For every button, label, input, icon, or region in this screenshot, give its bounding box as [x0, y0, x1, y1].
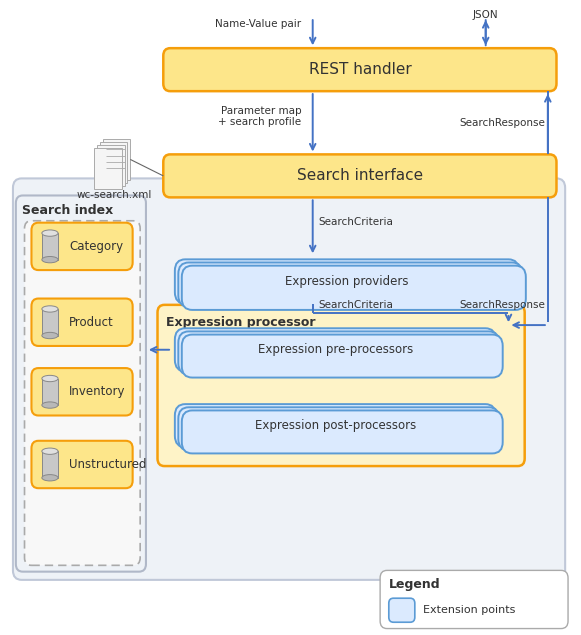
FancyBboxPatch shape — [42, 378, 58, 405]
FancyBboxPatch shape — [16, 196, 146, 572]
Text: Expression providers: Expression providers — [285, 275, 408, 288]
FancyBboxPatch shape — [31, 368, 132, 415]
Text: Expression processor: Expression processor — [166, 316, 315, 329]
FancyBboxPatch shape — [97, 145, 124, 186]
FancyBboxPatch shape — [163, 154, 557, 197]
FancyBboxPatch shape — [42, 233, 58, 260]
FancyBboxPatch shape — [163, 48, 557, 91]
Text: REST handler: REST handler — [309, 62, 411, 77]
Text: Name-Value pair: Name-Value pair — [215, 18, 301, 29]
Ellipse shape — [42, 375, 58, 382]
FancyBboxPatch shape — [182, 410, 503, 453]
Text: Parameter map
+ search profile: Parameter map + search profile — [218, 105, 301, 127]
FancyBboxPatch shape — [389, 598, 415, 622]
Text: SearchResponse: SearchResponse — [459, 117, 545, 128]
Ellipse shape — [42, 230, 58, 236]
FancyBboxPatch shape — [31, 298, 132, 346]
FancyBboxPatch shape — [94, 148, 121, 189]
Text: JSON: JSON — [473, 10, 498, 20]
Text: SearchCriteria: SearchCriteria — [318, 217, 393, 227]
FancyBboxPatch shape — [100, 142, 127, 183]
FancyBboxPatch shape — [178, 331, 499, 375]
FancyBboxPatch shape — [24, 221, 140, 565]
Text: Expression post-processors: Expression post-processors — [254, 419, 416, 432]
Ellipse shape — [42, 448, 58, 455]
Text: Unstructured: Unstructured — [69, 458, 146, 471]
FancyBboxPatch shape — [42, 309, 58, 335]
Text: SearchCriteria: SearchCriteria — [318, 300, 393, 311]
Ellipse shape — [42, 402, 58, 408]
FancyBboxPatch shape — [31, 223, 132, 270]
FancyBboxPatch shape — [182, 335, 503, 378]
FancyBboxPatch shape — [175, 259, 519, 304]
FancyBboxPatch shape — [103, 138, 130, 180]
Ellipse shape — [42, 332, 58, 338]
Text: Category: Category — [69, 240, 123, 253]
Ellipse shape — [42, 306, 58, 312]
FancyBboxPatch shape — [42, 451, 58, 478]
FancyBboxPatch shape — [13, 178, 565, 580]
Text: wc-search.xml: wc-search.xml — [77, 190, 152, 201]
FancyBboxPatch shape — [182, 265, 526, 310]
FancyBboxPatch shape — [178, 407, 499, 450]
Text: Search index: Search index — [21, 204, 113, 217]
Text: Search interface: Search interface — [297, 168, 423, 184]
Text: SearchResponse: SearchResponse — [459, 300, 545, 311]
FancyBboxPatch shape — [178, 262, 522, 307]
Text: Extension points: Extension points — [424, 605, 516, 615]
FancyBboxPatch shape — [175, 328, 496, 371]
FancyBboxPatch shape — [175, 404, 496, 447]
FancyBboxPatch shape — [31, 441, 132, 488]
Text: Expression pre-processors: Expression pre-processors — [258, 344, 413, 356]
Text: Legend: Legend — [389, 578, 440, 591]
FancyBboxPatch shape — [157, 305, 525, 466]
Text: Product: Product — [69, 316, 114, 329]
FancyBboxPatch shape — [380, 570, 568, 629]
Ellipse shape — [42, 257, 58, 263]
Text: Inventory: Inventory — [69, 385, 125, 398]
Ellipse shape — [42, 474, 58, 481]
